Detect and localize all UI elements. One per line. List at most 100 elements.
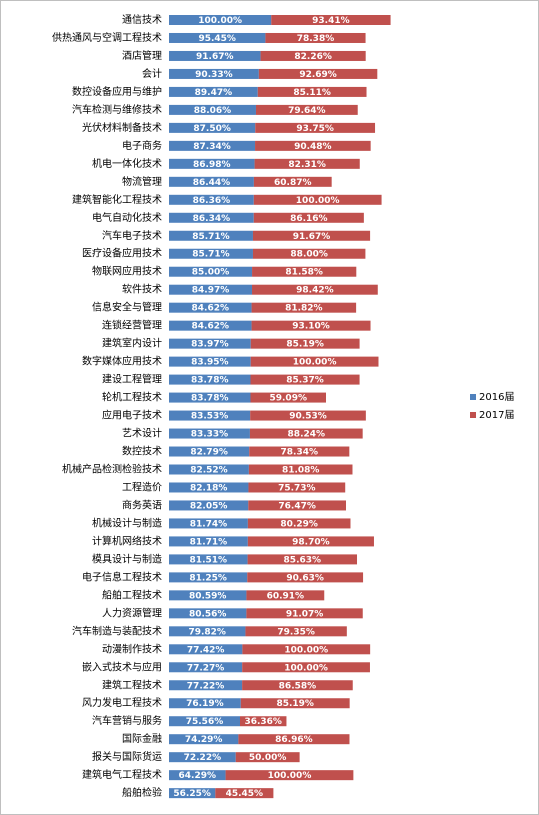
bar-segment [169, 716, 240, 727]
value-label: 81.08% [282, 466, 320, 476]
bar-segment [260, 50, 366, 61]
value-label: 36.36% [244, 717, 282, 727]
bar-segment [251, 320, 371, 331]
value-label: 82.52% [190, 466, 228, 476]
bar-segment [250, 374, 360, 385]
bar-segment [253, 176, 332, 187]
bar-segment [169, 140, 256, 151]
category-label: 光伏材料制备技术 [82, 121, 162, 134]
value-label: 80.56% [189, 609, 227, 619]
bar-segment [247, 518, 351, 529]
value-label: 81.51% [190, 555, 228, 565]
bar-segment [252, 284, 378, 295]
bar-segment [255, 122, 376, 133]
category-label: 建筑室内设计 [102, 337, 162, 350]
category-label: 电气自动化技术 [92, 211, 162, 224]
bar-segment [255, 104, 358, 115]
bar-segment [246, 590, 325, 601]
category-label: 船舶检验 [122, 786, 162, 799]
value-label: 79.35% [277, 627, 315, 637]
bar-segment [238, 734, 350, 745]
category-label: 汽车营销与服务 [92, 714, 162, 727]
bar-segment [169, 266, 253, 277]
bar-segment [249, 428, 363, 439]
category-label: 报关与国际货运 [92, 750, 162, 763]
value-label: 84.97% [192, 286, 230, 296]
bar-segment [239, 716, 287, 727]
bar-segment [235, 752, 300, 763]
bar-segment [242, 680, 353, 691]
category-label: 软件技术 [122, 283, 162, 296]
bar-segment [169, 662, 243, 673]
bar-segment [169, 104, 256, 115]
category-label: 数字媒体应用技术 [82, 355, 162, 368]
bar-segment [169, 32, 266, 43]
bar-segment [242, 644, 371, 655]
value-label: 100.00% [284, 645, 328, 655]
value-label: 83.95% [191, 358, 229, 368]
category-label: 人力资源管理 [102, 606, 162, 619]
value-label: 100.00% [296, 196, 340, 206]
bar-segment [169, 86, 258, 97]
bar-segment [250, 356, 379, 367]
bar-segment [250, 392, 327, 403]
legend-label: 2017届 [479, 409, 514, 421]
value-label: 82.79% [190, 448, 228, 458]
bar-segment [169, 122, 256, 133]
legend-label: 2016届 [479, 391, 514, 403]
value-label: 76.19% [186, 699, 224, 709]
bar-segment [169, 176, 254, 187]
value-label: 86.16% [290, 214, 328, 224]
bar-segment [265, 32, 366, 43]
legend-swatch [470, 394, 476, 400]
value-label: 93.75% [296, 124, 334, 134]
value-label: 87.34% [193, 142, 231, 152]
category-label: 汽车电子技术 [102, 229, 162, 242]
value-label: 86.36% [193, 196, 231, 206]
bar-segment [169, 302, 252, 313]
category-label: 建筑工程技术 [102, 678, 162, 691]
category-label: 工程造价 [122, 480, 162, 493]
value-label: 60.91% [267, 591, 305, 601]
value-label: 90.33% [195, 70, 233, 80]
category-label: 供热通风与空调工程技术 [52, 31, 162, 44]
bar-segment [251, 302, 357, 313]
bar-segment [169, 68, 259, 79]
category-label: 机械产品检测检验技术 [62, 463, 162, 476]
value-label: 83.53% [191, 412, 229, 422]
value-label: 80.29% [280, 519, 318, 529]
value-label: 75.73% [278, 483, 316, 493]
value-label: 77.42% [187, 645, 225, 655]
bar-segment [169, 554, 248, 565]
bar-segment [169, 446, 250, 457]
value-label: 80.59% [189, 591, 227, 601]
value-label: 45.45% [226, 789, 264, 799]
category-label: 汽车制造与装配技术 [72, 624, 162, 637]
value-label: 100.00% [293, 358, 337, 368]
bar-segment [169, 464, 249, 475]
bar-segment [169, 356, 251, 367]
category-label: 医疗设备应用技术 [82, 247, 162, 260]
value-label: 77.22% [187, 681, 225, 691]
category-label: 动漫制作技术 [102, 642, 162, 655]
bar-segment [169, 15, 272, 25]
bar-segment [215, 788, 274, 799]
category-label: 模具设计与制造 [92, 552, 162, 565]
bar-segment [169, 248, 253, 259]
value-label: 83.33% [191, 430, 229, 440]
category-label: 轮机工程技术 [102, 391, 162, 404]
bar-segment [271, 15, 391, 25]
value-label: 77.27% [187, 663, 225, 673]
bar-segment [247, 536, 374, 547]
value-label: 82.31% [288, 160, 326, 170]
bar-segment [242, 662, 370, 673]
category-label: 物流管理 [122, 175, 162, 188]
bar-segment [169, 230, 253, 241]
bar-segment [169, 752, 236, 763]
bar-segment [255, 140, 371, 151]
value-label: 91.67% [293, 232, 331, 242]
value-label: 64.29% [179, 771, 217, 781]
value-label: 85.11% [293, 88, 331, 98]
